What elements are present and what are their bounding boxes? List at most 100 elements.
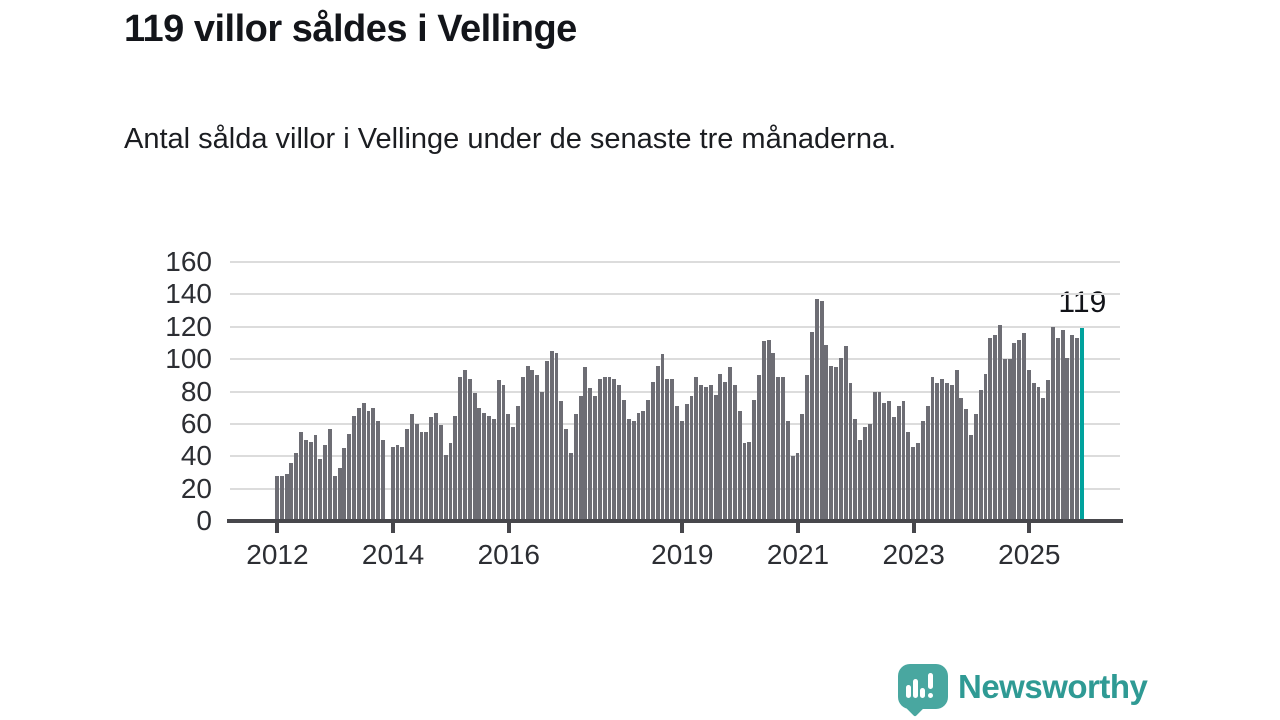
y-axis-tick-label: 80: [180, 375, 212, 407]
bar: [1051, 326, 1055, 521]
bar: [549, 351, 554, 521]
bar: [906, 431, 911, 521]
bar: [1060, 329, 1065, 521]
bar: [535, 375, 540, 521]
bar: [703, 386, 708, 521]
bar: [299, 431, 303, 521]
bar: [964, 409, 969, 521]
y-axis-tick-label: 20: [180, 472, 212, 504]
bar: [559, 401, 564, 521]
bar: [443, 454, 448, 521]
bar: [593, 396, 597, 521]
bar: [747, 441, 752, 521]
bar: [1075, 338, 1079, 521]
bar: [732, 385, 737, 521]
gridline: [230, 293, 1120, 296]
bar: [829, 365, 834, 521]
bar: [819, 300, 824, 521]
bar: [708, 385, 713, 521]
bar: [930, 376, 935, 521]
bar: [289, 462, 294, 521]
brand-name: Newsworthy: [958, 667, 1148, 705]
bar: [578, 396, 583, 521]
x-axis-tick: [911, 523, 916, 533]
bar: [424, 431, 429, 521]
bar: [723, 381, 728, 521]
bar: [872, 391, 877, 521]
bar: [1046, 380, 1051, 521]
bar: [1012, 342, 1017, 521]
x-axis-tick: [795, 523, 800, 533]
bar: [332, 475, 337, 521]
bar: [993, 334, 998, 521]
bar: [713, 394, 718, 521]
bar: [969, 435, 973, 521]
bar: [328, 428, 332, 521]
bar: [438, 425, 443, 521]
bar: [776, 376, 781, 521]
x-axis-tick-label: 2019: [651, 539, 714, 570]
bar: [414, 423, 419, 521]
bar: [757, 375, 761, 521]
bar: [805, 375, 810, 521]
bar: [516, 406, 520, 521]
bar: [896, 406, 901, 521]
bar: [988, 338, 993, 521]
bar: [834, 367, 838, 521]
bar: [284, 474, 289, 521]
x-axis-tick: [680, 523, 685, 533]
bar: [848, 383, 853, 521]
bar: [458, 376, 463, 521]
highlighted-bar: [1079, 328, 1084, 521]
gridline: [230, 325, 1120, 328]
bar: [665, 378, 670, 521]
bar: [983, 373, 988, 521]
bar: [1026, 370, 1031, 521]
bar: [737, 410, 742, 521]
bar: [376, 420, 381, 521]
bar: [766, 339, 771, 521]
bar: [1041, 397, 1046, 521]
bar: [390, 446, 395, 521]
bar: [554, 352, 559, 521]
bar: [1070, 334, 1075, 521]
speech-bubble-tail: [905, 697, 925, 717]
bar: [940, 378, 945, 521]
bar: [935, 383, 940, 521]
gridline: [230, 422, 1120, 425]
bar: [569, 453, 573, 521]
bar: [752, 399, 757, 521]
bar: [1065, 357, 1070, 521]
bar: [684, 404, 689, 521]
gridline: [230, 455, 1120, 458]
bar: [275, 475, 279, 521]
bar: [925, 406, 930, 521]
bar: [434, 412, 438, 521]
bar: [699, 385, 704, 521]
bar: [718, 373, 723, 521]
bar: [602, 376, 607, 521]
bar: [347, 433, 352, 521]
logo-exclamation-dot-icon: [928, 693, 933, 698]
bar: [911, 446, 916, 521]
bar: [573, 414, 578, 521]
x-axis-tick-label: 2014: [361, 539, 425, 570]
bar: [352, 415, 356, 521]
bar: [564, 428, 569, 521]
bar: [795, 453, 800, 521]
x-axis-tick-label: 2023: [882, 539, 945, 570]
bar: [679, 420, 684, 521]
gridline: [230, 261, 1120, 263]
highlight-value-label: 119: [1053, 286, 1112, 321]
bar: [308, 441, 313, 521]
y-axis-tick-label: 120: [165, 310, 212, 342]
logo-bar-icon: [906, 685, 911, 698]
y-axis-tick-label: 40: [180, 440, 212, 472]
bar: [891, 417, 896, 521]
bar: [323, 444, 328, 521]
bar: [540, 391, 544, 521]
bar: [448, 443, 453, 521]
bar: [944, 383, 949, 521]
x-axis-tick-label: 2016: [477, 539, 540, 570]
